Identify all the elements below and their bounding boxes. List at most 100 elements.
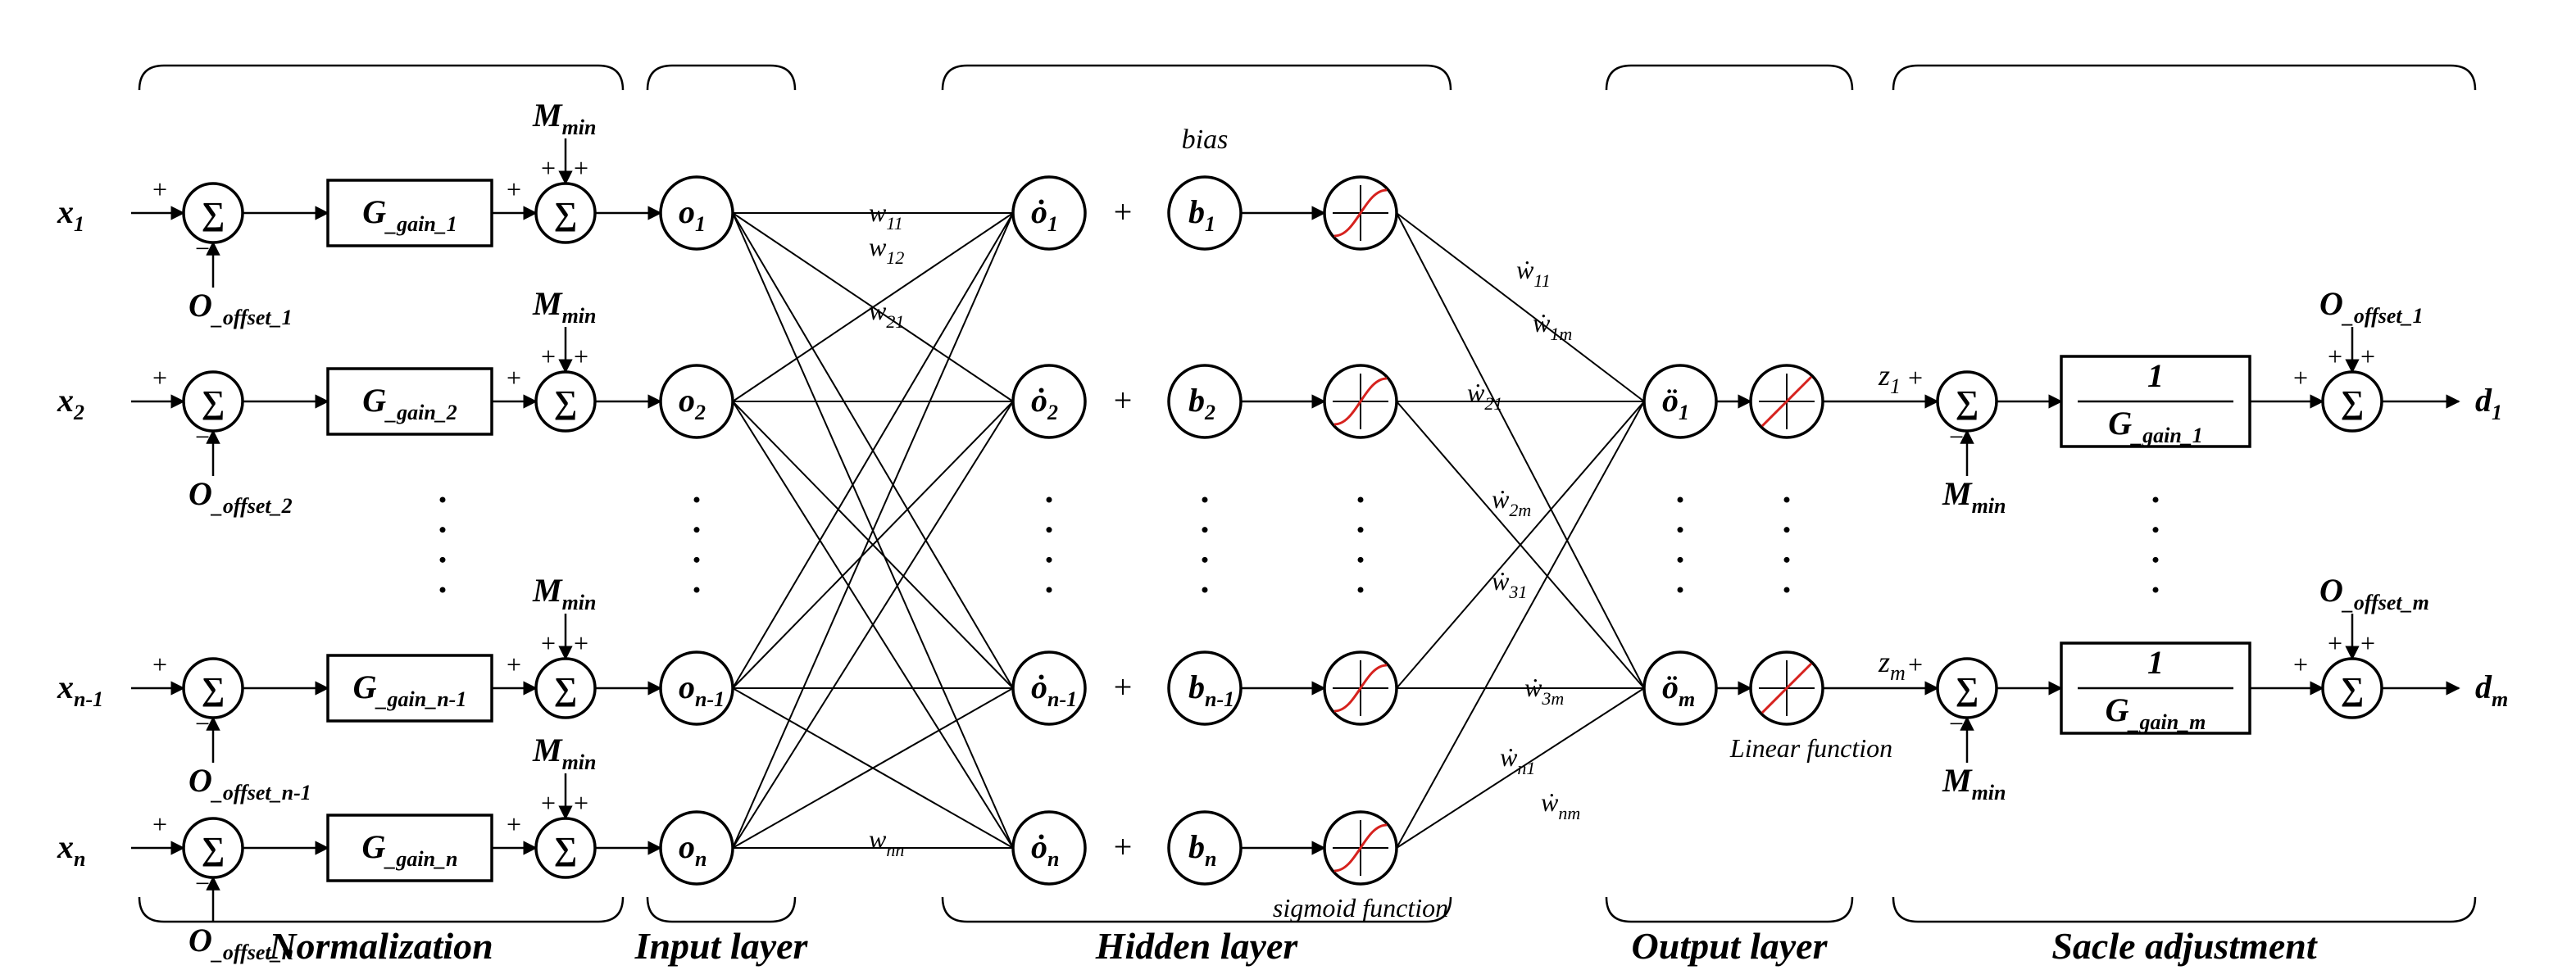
vdots xyxy=(1047,527,1052,533)
vdots xyxy=(440,497,446,503)
label: ∑ xyxy=(554,830,578,867)
bias-label: bias xyxy=(1182,125,1229,155)
vdots xyxy=(1784,557,1790,563)
label: − xyxy=(195,422,210,451)
section-label-output: Output layer xyxy=(1632,925,1829,967)
label: + xyxy=(1114,669,1133,705)
label: + xyxy=(507,650,521,679)
vdots xyxy=(1358,557,1364,563)
bracket-top xyxy=(1606,66,1852,90)
bracket-bot xyxy=(139,897,623,922)
label: + xyxy=(541,788,556,818)
vdots xyxy=(1202,587,1208,593)
vdots xyxy=(694,497,700,503)
vdots xyxy=(1358,587,1364,593)
w1-label: wnn xyxy=(869,824,904,860)
vdots xyxy=(1678,587,1683,593)
label: + xyxy=(507,363,521,392)
vdots xyxy=(2153,497,2159,503)
label: 1 xyxy=(2147,644,2164,681)
bracket-top xyxy=(943,66,1451,90)
label: − xyxy=(1949,709,1964,738)
w2-label: ẇ31 xyxy=(1492,566,1527,602)
label: + xyxy=(574,628,588,658)
label: + xyxy=(2293,650,2308,679)
section-label-hidden: Hidden layer xyxy=(1095,925,1299,967)
label: + xyxy=(574,788,588,818)
input-x: x2 xyxy=(57,382,84,424)
section-label-norm: Normalization xyxy=(268,925,493,967)
label: ∑ xyxy=(202,195,225,232)
label: ∑ xyxy=(202,383,225,420)
vdots xyxy=(440,527,446,533)
offset-label: O_offset_2 xyxy=(189,475,293,518)
label: + xyxy=(152,809,167,839)
label: ∑ xyxy=(2341,670,2365,707)
label: ∑ xyxy=(202,830,225,867)
w2-label: ẇ2m xyxy=(1492,484,1531,520)
label: − xyxy=(195,868,210,898)
linear-fn-label: Linear function xyxy=(1729,733,1892,763)
w1-label: w11 xyxy=(869,197,903,233)
bracket-bot xyxy=(647,897,795,922)
vdots xyxy=(1047,587,1052,593)
mmin-label: Mmin xyxy=(1942,475,2006,518)
bracket-top xyxy=(1893,66,2475,90)
label: 1 xyxy=(2147,357,2164,394)
mmin-label: Mmin xyxy=(532,732,597,774)
vdots xyxy=(1678,557,1683,563)
mmin-label: Mmin xyxy=(1942,762,2006,805)
label: ∑ xyxy=(554,195,578,232)
vdots xyxy=(1358,527,1364,533)
mmin-label: Mmin xyxy=(532,97,597,139)
label: + xyxy=(507,175,521,204)
vdots xyxy=(1202,497,1208,503)
label: ∑ xyxy=(554,670,578,707)
vdots xyxy=(440,557,446,563)
label: + xyxy=(507,809,521,839)
offset-out-label: O_offset_m xyxy=(2319,572,2429,614)
bracket-top xyxy=(647,66,795,90)
label: + xyxy=(574,342,588,371)
label: + xyxy=(2328,628,2342,658)
offset-label: O_offset_1 xyxy=(189,287,293,329)
label: ∑ xyxy=(1956,670,1979,707)
vdots xyxy=(1202,557,1208,563)
label: + xyxy=(541,153,556,183)
vdots xyxy=(1784,497,1790,503)
section-label-scale: Sacle adjustment xyxy=(2051,925,2318,967)
vdots xyxy=(1358,497,1364,503)
label: + xyxy=(1114,828,1133,865)
z-label: zm xyxy=(1878,646,1906,685)
offset-label: O_offset_n-1 xyxy=(189,762,311,805)
vdots xyxy=(694,557,700,563)
label: + xyxy=(1114,193,1133,230)
d-label: d1 xyxy=(2475,382,2502,424)
vdots xyxy=(1678,527,1683,533)
vdots xyxy=(2153,587,2159,593)
w2-label: ẇn1 xyxy=(1500,742,1535,778)
label: + xyxy=(2360,342,2375,371)
label: + xyxy=(2328,342,2342,371)
w2-label: ẇ3m xyxy=(1524,673,1564,709)
label: + xyxy=(1114,382,1133,419)
label: − xyxy=(1949,422,1964,451)
mmin-label: Mmin xyxy=(532,572,597,614)
section-label-input: Input layer xyxy=(634,925,809,967)
label: + xyxy=(2360,628,2375,658)
label: ∑ xyxy=(1956,383,1979,420)
vdots xyxy=(1047,497,1052,503)
w2-label: ẇ1m xyxy=(1533,308,1572,344)
vdots xyxy=(1678,497,1683,503)
label: ∑ xyxy=(554,383,578,420)
label: + xyxy=(574,153,588,183)
label: + xyxy=(152,175,167,204)
label: + xyxy=(152,363,167,392)
label: + xyxy=(541,628,556,658)
vdots xyxy=(694,527,700,533)
w2-label: ẇ11 xyxy=(1516,255,1551,291)
z-label: z1 xyxy=(1878,359,1901,398)
label: + xyxy=(1908,650,1923,679)
d-label: dm xyxy=(2475,669,2508,711)
vdots xyxy=(1047,557,1052,563)
